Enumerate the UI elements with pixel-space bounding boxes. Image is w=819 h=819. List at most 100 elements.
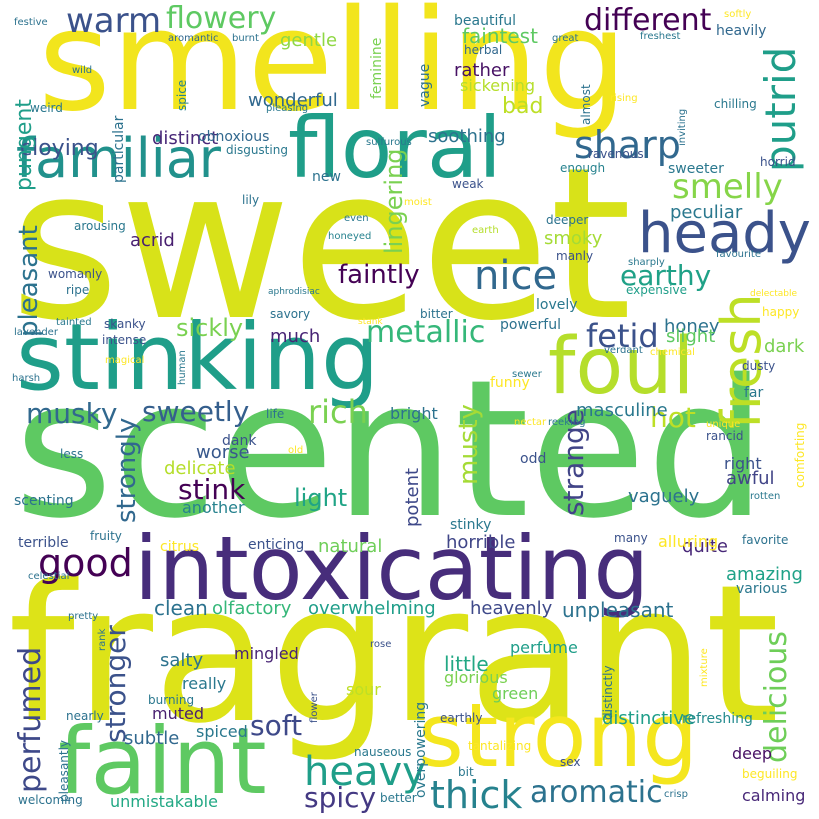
word-thick: thick: [430, 773, 523, 817]
word-arousing: arousing: [74, 219, 126, 233]
word-many: many: [614, 531, 648, 545]
word-sweet: sweet: [10, 122, 632, 367]
word-scented: scented: [14, 339, 767, 560]
word-softly: softly: [724, 9, 752, 20]
word-flower: flower: [309, 692, 320, 724]
word-crisp: crisp: [664, 789, 688, 800]
word-another: another: [182, 498, 245, 517]
word-refreshing: refreshing: [682, 711, 753, 727]
word-sickening: sickening: [460, 76, 535, 95]
word-different: different: [584, 3, 712, 38]
word-dank: dank: [222, 433, 257, 449]
word-putrid: putrid: [756, 46, 805, 173]
word-floral: floral: [288, 99, 502, 197]
word-sulfurous: sulfurous: [366, 137, 412, 148]
word-old: old: [288, 445, 304, 456]
word-freshest: freshest: [640, 31, 681, 42]
word-favourite: favourite: [716, 249, 761, 260]
word-vague: vague: [417, 64, 433, 108]
word-stink: stink: [178, 473, 246, 506]
word-familiar: familiar: [16, 127, 222, 190]
word-sweeter: sweeter: [668, 161, 724, 177]
word-gentle: gentle: [280, 30, 338, 51]
word-stank: stank: [358, 317, 383, 327]
word-dusty: dusty: [742, 359, 776, 373]
word-enough: enough: [560, 161, 606, 175]
word-sex: sex: [560, 755, 581, 769]
word-life: life: [266, 407, 285, 421]
word-metallic: metallic: [366, 315, 486, 350]
word-warm: warm: [66, 1, 162, 41]
word-bright: bright: [390, 404, 438, 423]
word-worse: worse: [196, 442, 250, 463]
word-heady: heady: [638, 201, 811, 266]
word-calming: calming: [742, 786, 806, 805]
word-cloying: cloying: [20, 136, 99, 161]
word-even: even: [344, 213, 369, 224]
word-disgusting: disgusting: [226, 143, 288, 157]
word-sharp: sharp: [574, 123, 681, 167]
word-perfumed: perfumed: [13, 646, 48, 793]
word-distinct: distinct: [152, 128, 219, 149]
word-ravenous: ravenous: [588, 147, 644, 161]
word-amazing: amazing: [726, 564, 803, 585]
word-smelly: smelly: [672, 167, 783, 207]
word-distinctive: distinctive: [602, 708, 695, 729]
word-human: human: [177, 350, 188, 385]
word-savory: savory: [270, 307, 311, 321]
word-masculine: masculine: [576, 400, 668, 421]
word-honey: honey: [664, 316, 720, 337]
word-good: good: [38, 541, 133, 585]
word-spicy: spicy: [304, 781, 377, 814]
word-bitter: bitter: [420, 307, 453, 321]
word-harsh: harsh: [12, 373, 41, 384]
word-reeking: reeking: [548, 417, 586, 428]
word-expensive: expensive: [626, 283, 687, 297]
word-beautiful: beautiful: [454, 13, 517, 29]
word-smelling: smelling: [38, 0, 628, 143]
word-powerful: powerful: [500, 317, 561, 333]
word-distinctly: distinctly: [601, 665, 615, 721]
word-citrus: citrus: [160, 539, 199, 555]
word-heavily: heavily: [716, 23, 767, 39]
word-slight: slight: [666, 326, 716, 347]
word-earthly: earthly: [440, 711, 483, 725]
word-quite: quite: [682, 536, 728, 557]
word-faint: faint: [58, 708, 267, 815]
word-sewer: sewer: [512, 369, 542, 380]
word-lingering: lingering: [380, 148, 408, 254]
word-stinking: stinking: [16, 304, 380, 411]
word-welcoming: welcoming: [18, 793, 83, 807]
word-funny: funny: [490, 375, 530, 391]
word-mixture: mixture: [699, 648, 710, 688]
word-horrid: horrid: [760, 155, 796, 169]
word-light: light: [294, 484, 348, 512]
word-aphrodisiac: aphrodisiac: [268, 287, 320, 297]
word-dark: dark: [764, 336, 805, 357]
word-right: right: [724, 454, 762, 473]
word-fragrant: fragrant: [8, 544, 780, 765]
word-nice: nice: [474, 253, 558, 299]
word-nauseous: nauseous: [354, 745, 412, 759]
word-stinky: stinky: [450, 517, 492, 533]
word-bad: bad: [502, 94, 544, 119]
word-muted: muted: [152, 704, 204, 723]
word-wild: wild: [72, 65, 93, 76]
word-sweetly: sweetly: [142, 395, 250, 428]
word-pleasant: pleasant: [14, 225, 44, 337]
word-ripe: ripe: [66, 283, 90, 297]
word-overwhelming: overwhelming: [308, 598, 436, 619]
word-smoky: smoky: [544, 228, 603, 249]
word-rather: rather: [454, 60, 510, 81]
word-pleasing: pleasing: [266, 103, 309, 114]
word-glorious: glorious: [444, 668, 508, 687]
word-various: various: [736, 581, 788, 597]
word-perfume: perfume: [510, 638, 578, 657]
word-subtle: subtle: [124, 728, 180, 749]
word-fetid: fetid: [586, 317, 659, 355]
word-lily: lily: [242, 193, 260, 207]
word-less: less: [60, 447, 84, 461]
word-rank: rank: [97, 628, 108, 651]
word-olfactory: olfactory: [212, 598, 292, 619]
word-alluring: alluring: [658, 532, 719, 551]
